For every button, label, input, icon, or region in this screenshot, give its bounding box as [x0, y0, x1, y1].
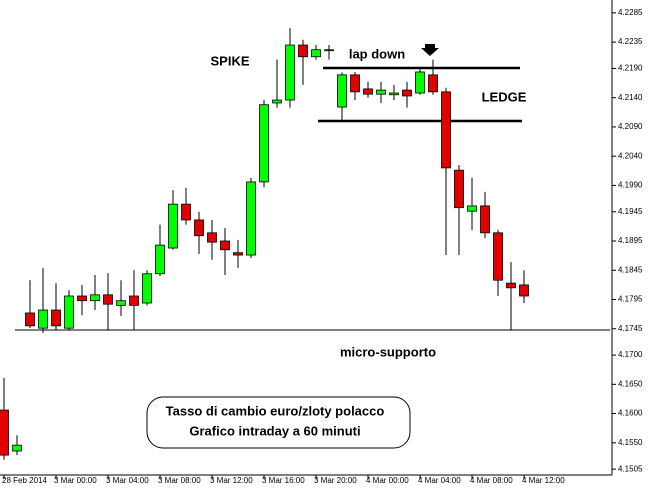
- candle-body: [103, 294, 113, 305]
- candle-body: [25, 312, 35, 327]
- x-tick-label: 4 Mar 12:00: [522, 476, 565, 485]
- y-tick-label: 4.2285: [618, 8, 643, 17]
- candle-body: [12, 444, 22, 452]
- x-tick-label: 3 Mar 04:00: [106, 476, 149, 485]
- y-tick-label: 4.1990: [618, 181, 643, 190]
- x-tick-label: 4 Mar 08:00: [470, 476, 513, 485]
- candle-body: [350, 74, 360, 93]
- y-tick-label: 4.1600: [618, 409, 643, 418]
- candle-body: [337, 74, 347, 108]
- y-tick-label: 4.2040: [618, 151, 643, 160]
- candle-body: [272, 99, 282, 104]
- x-tick-label: 4 Mar 00:00: [366, 476, 409, 485]
- y-tick-label: 4.1650: [618, 379, 643, 388]
- candle-body: [194, 219, 204, 237]
- candle-body: [90, 294, 100, 302]
- candle-body: [493, 232, 503, 281]
- y-tick-label: 4.1550: [618, 438, 643, 447]
- candle-body: [207, 232, 217, 243]
- candle-body: [51, 309, 61, 327]
- candle-body: [142, 273, 152, 304]
- candle-body: [64, 295, 74, 329]
- candle-body: [428, 74, 438, 93]
- x-tick-label: 3 Mar 08:00: [158, 476, 201, 485]
- annotation: SPIKE: [210, 53, 249, 68]
- candle-body: [168, 203, 178, 249]
- candle-body: [441, 91, 451, 169]
- x-tick-label: 3 Mar 00:00: [54, 476, 97, 485]
- candle-body: [298, 44, 308, 58]
- candle-body: [363, 88, 373, 95]
- annotation: micro-supporto: [340, 344, 436, 359]
- y-tick-label: 4.2190: [618, 64, 643, 73]
- candle-body: [38, 309, 48, 329]
- y-tick-label: 4.1895: [618, 236, 643, 245]
- y-tick-label: 4.1845: [618, 265, 643, 274]
- candle-body: [480, 205, 490, 234]
- y-tick-label: 4.1505: [618, 464, 643, 473]
- candle-body: [467, 205, 477, 212]
- candle-body: [519, 284, 529, 297]
- candle-body: [233, 252, 243, 256]
- note-box: [146, 396, 411, 449]
- candle-body: [0, 409, 9, 456]
- candle-body: [129, 295, 139, 306]
- candle-body: [116, 300, 126, 306]
- y-tick-label: 4.1700: [618, 350, 643, 359]
- candle-body: [246, 181, 256, 256]
- y-tick-label: 4.1945: [618, 207, 643, 216]
- candle-body: [259, 104, 269, 183]
- y-tick-label: 4.2140: [618, 93, 643, 102]
- x-tick-label: 3 Mar 16:00: [262, 476, 305, 485]
- annotation: lap down: [349, 46, 405, 61]
- candle-body: [402, 89, 412, 97]
- y-tick-label: 4.2090: [618, 122, 643, 131]
- note-line: Grafico intraday a 60 minuti: [189, 423, 360, 438]
- note-line: Tasso di cambio euro/zloty polacco: [166, 403, 385, 418]
- y-tick-label: 4.1795: [618, 295, 643, 304]
- candle-body: [285, 44, 295, 101]
- candle-body: [389, 92, 399, 96]
- y-tick-label: 4.2235: [618, 37, 643, 46]
- candle-body: [415, 71, 425, 94]
- candle-body: [506, 282, 516, 289]
- annotation: LEDGE: [482, 89, 527, 104]
- candle-body: [77, 295, 87, 302]
- candle-body: [311, 49, 321, 58]
- y-tick-label: 4.1745: [618, 324, 643, 333]
- x-tick-label: 3 Mar 20:00: [314, 476, 357, 485]
- candle-body: [376, 89, 386, 95]
- arrow-down: [421, 44, 439, 56]
- candle-body: [155, 244, 165, 275]
- x-tick-label: 3 Mar 12:00: [210, 476, 253, 485]
- x-tick-label: 4 Mar 04:00: [418, 476, 461, 485]
- candle-body: [454, 169, 464, 209]
- candle-body: [181, 203, 191, 221]
- candle-body: [220, 240, 230, 251]
- x-tick-label: 28 Feb 2014: [2, 476, 47, 485]
- candle-body: [324, 49, 334, 52]
